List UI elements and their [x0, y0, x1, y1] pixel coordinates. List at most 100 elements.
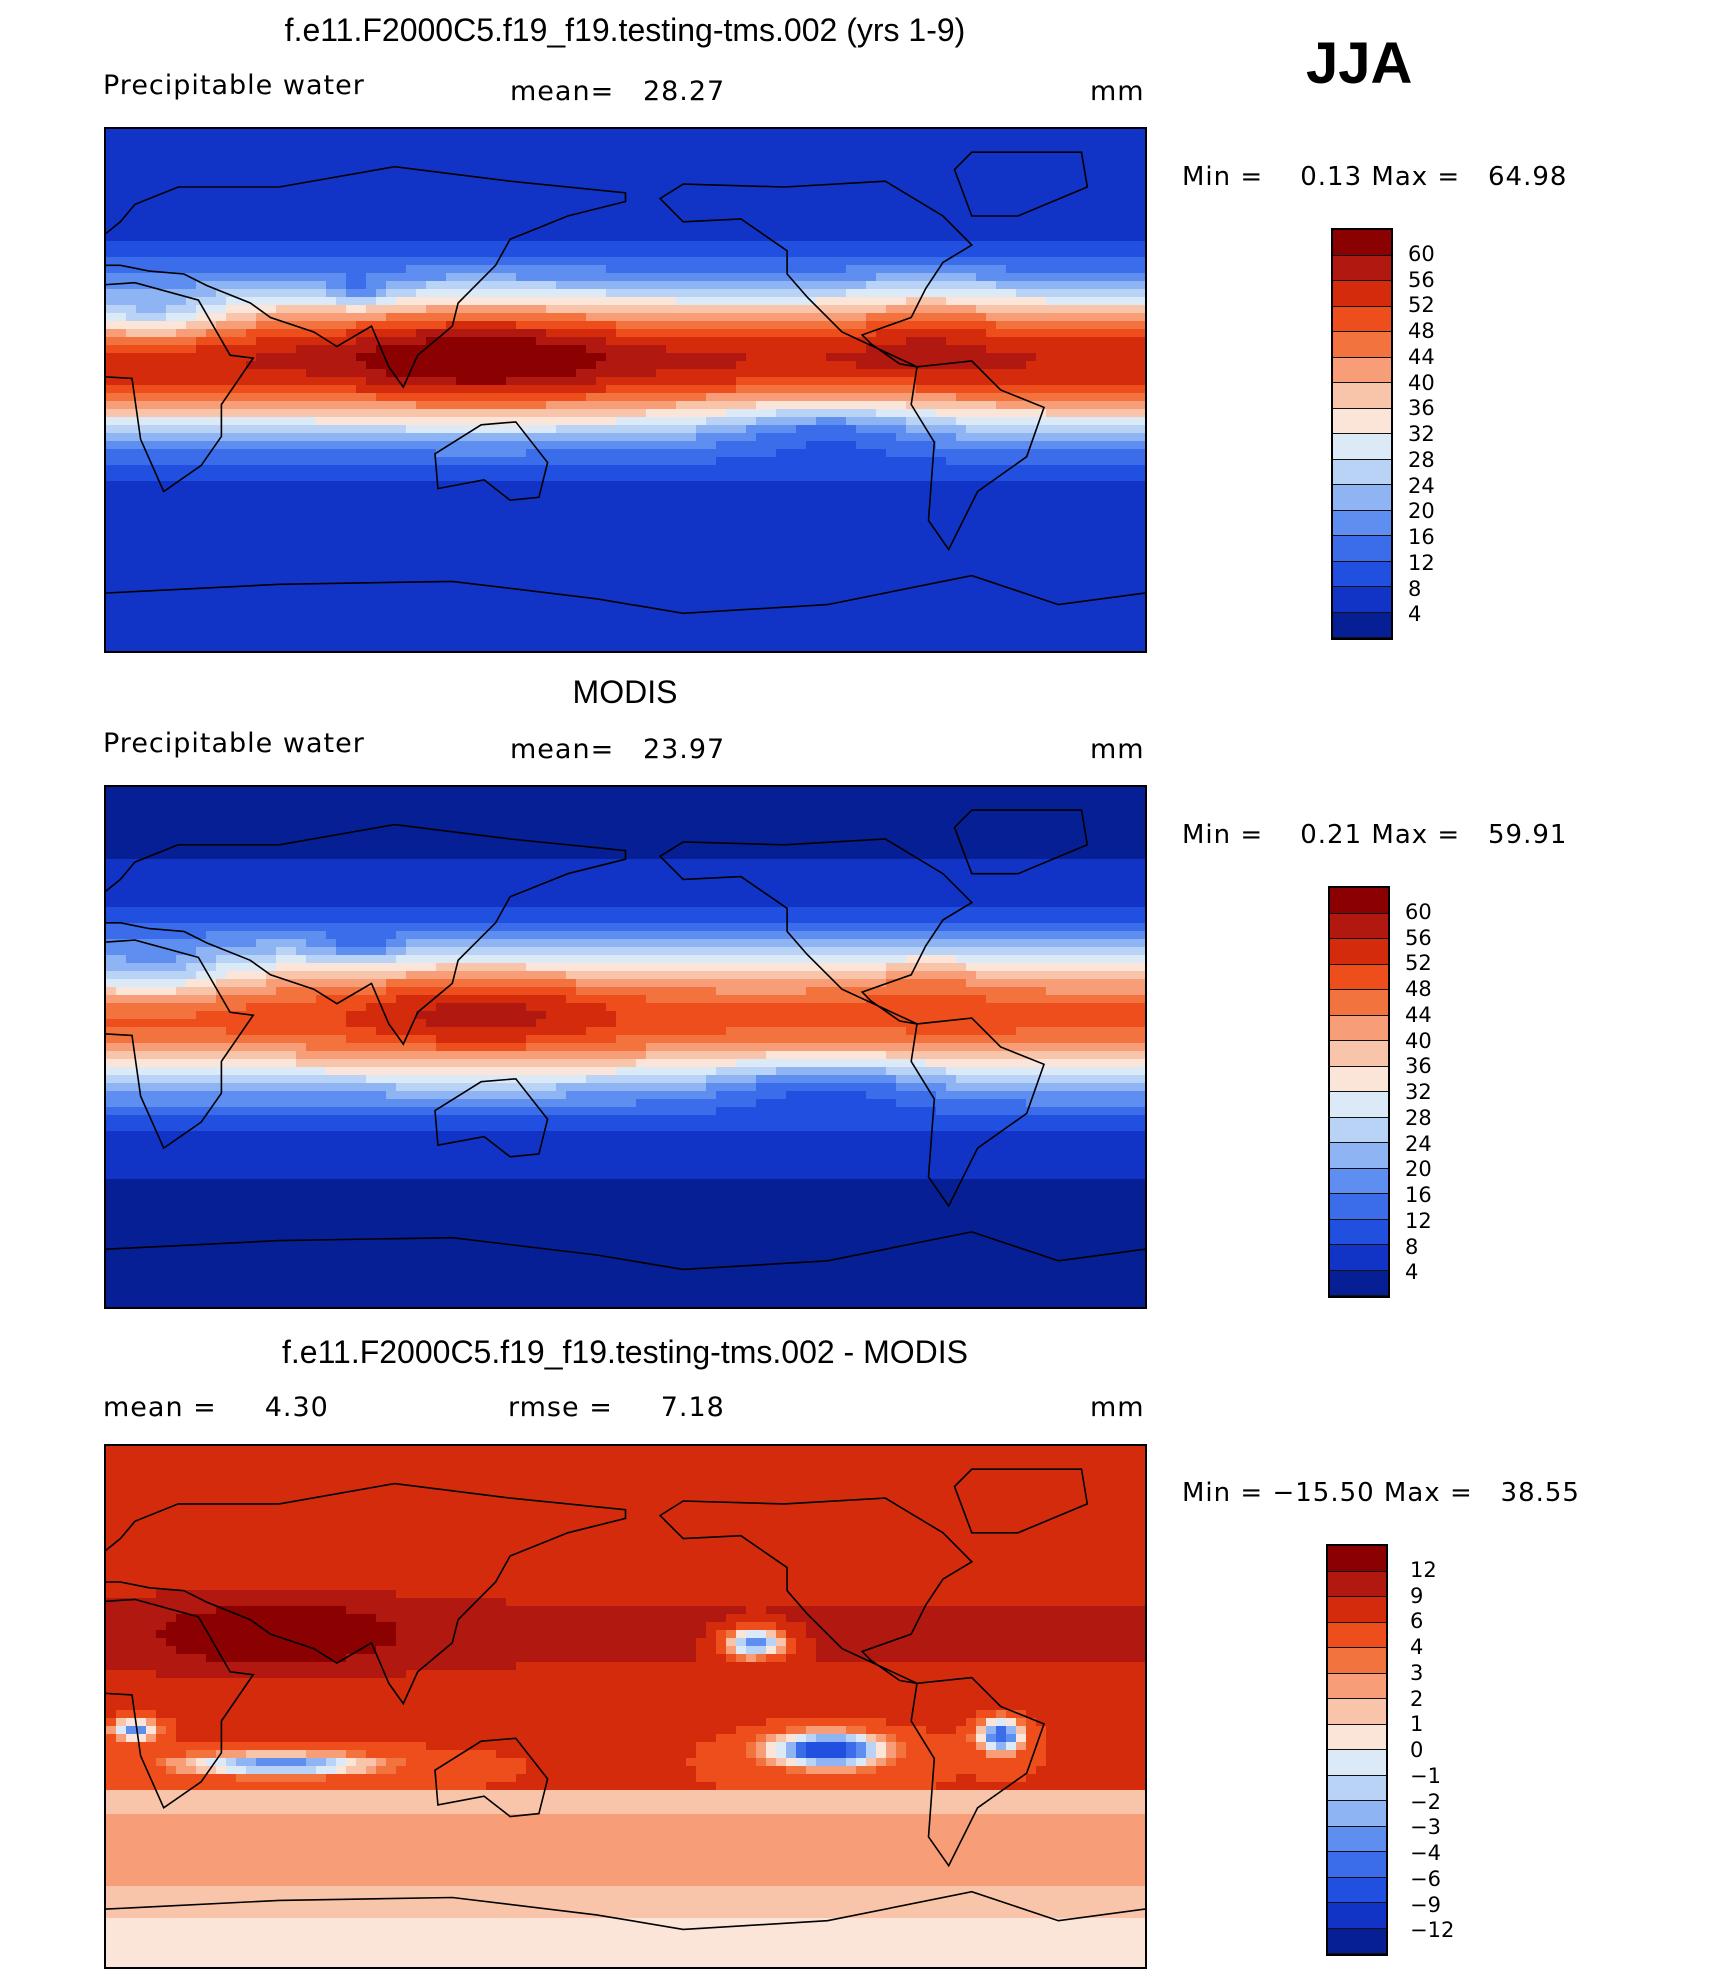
- map-cell: [126, 297, 137, 306]
- map-cell: [166, 497, 177, 506]
- map-cell: [986, 201, 997, 210]
- map-cell: [616, 489, 627, 498]
- map-cell: [646, 153, 657, 162]
- map-cell: [1036, 417, 1047, 426]
- map-cell: [1076, 489, 1087, 498]
- map-cell: [206, 185, 217, 194]
- map-cell: [226, 377, 237, 386]
- map-cell: [896, 433, 907, 442]
- map-cell: [996, 217, 1007, 226]
- map-cell: [486, 273, 497, 282]
- map-cell: [496, 409, 507, 418]
- map-cell: [366, 361, 377, 370]
- map-cell: [296, 129, 307, 138]
- map-cell: [1016, 473, 1027, 482]
- map-cell: [166, 137, 177, 146]
- map-cell: [376, 369, 387, 378]
- map-cell: [1106, 505, 1117, 514]
- map-cell: [756, 417, 767, 426]
- map-cell: [526, 233, 537, 242]
- map-cell: [586, 361, 597, 370]
- map-cell: [256, 161, 267, 170]
- map-cell: [1056, 233, 1067, 242]
- map-cell: [806, 209, 817, 218]
- map-cell: [586, 473, 597, 482]
- map-cell: [316, 425, 327, 434]
- map-cell: [686, 337, 697, 346]
- map-cell: [896, 297, 907, 306]
- map-cell: [696, 385, 707, 394]
- map-cell: [826, 209, 837, 218]
- map-cell: [186, 249, 197, 258]
- map-cell: [216, 257, 227, 266]
- map-cell: [936, 137, 947, 146]
- map-cell: [656, 353, 667, 362]
- map-cell: [876, 233, 887, 242]
- map-cell: [786, 169, 797, 178]
- map-cell: [216, 265, 227, 274]
- map-cell: [916, 441, 927, 450]
- map-cell: [226, 257, 237, 266]
- map-cell: [146, 409, 157, 418]
- map-cell: [456, 481, 467, 490]
- map-cell: [466, 161, 477, 170]
- map-cell: [1056, 289, 1067, 298]
- map-cell: [816, 489, 827, 498]
- map-cell: [796, 297, 807, 306]
- map-cell: [536, 161, 547, 170]
- map-cell: [996, 233, 1007, 242]
- map-cell: [966, 353, 977, 362]
- map-cell: [726, 305, 737, 314]
- map-cell: [1026, 385, 1037, 394]
- map-cell: [946, 217, 957, 226]
- map-cell: [1136, 497, 1145, 506]
- map-cell: [226, 337, 237, 346]
- map-cell: [326, 449, 337, 458]
- map-cell: [446, 281, 457, 290]
- map-cell: [1116, 505, 1127, 514]
- map-cell: [426, 161, 437, 170]
- map-cell: [1116, 201, 1127, 210]
- map-cell: [1116, 465, 1127, 474]
- map-cell: [416, 385, 427, 394]
- map-cell: [186, 353, 197, 362]
- map-cell: [1126, 329, 1137, 338]
- map-cell: [466, 305, 477, 314]
- map-cell: [776, 417, 787, 426]
- map-cell: [386, 257, 397, 266]
- map-cell: [546, 457, 557, 466]
- map-cell: [646, 185, 657, 194]
- map-cell: [1086, 297, 1097, 306]
- map-cell: [766, 425, 777, 434]
- map-cell: [236, 177, 247, 186]
- map-cell: [116, 249, 127, 258]
- map-cell: [676, 137, 687, 146]
- map-cell: [336, 225, 347, 234]
- map-cell: [576, 385, 587, 394]
- map-cell: [986, 489, 997, 498]
- map-cell: [266, 145, 277, 154]
- map-cell: [796, 417, 807, 426]
- map-cell: [786, 361, 797, 370]
- map-cell: [136, 393, 147, 402]
- map-cell: [466, 177, 477, 186]
- map-cell: [606, 345, 617, 354]
- map-cell: [166, 425, 177, 434]
- map-cell: [316, 417, 327, 426]
- map-cell: [856, 265, 867, 274]
- map-cell: [576, 185, 587, 194]
- map-cell: [216, 465, 227, 474]
- map-cell: [166, 449, 177, 458]
- map-cell: [736, 209, 747, 218]
- map-cell: [396, 321, 407, 330]
- map-cell: [506, 193, 517, 202]
- map-cell: [986, 401, 997, 410]
- map-cell: [706, 449, 717, 458]
- map-cell: [1036, 385, 1047, 394]
- map-cell: [616, 425, 627, 434]
- map-cell: [696, 321, 707, 330]
- map-cell: [926, 505, 937, 514]
- map-cell: [856, 361, 867, 370]
- map-cell: [316, 449, 327, 458]
- map-cell: [186, 329, 197, 338]
